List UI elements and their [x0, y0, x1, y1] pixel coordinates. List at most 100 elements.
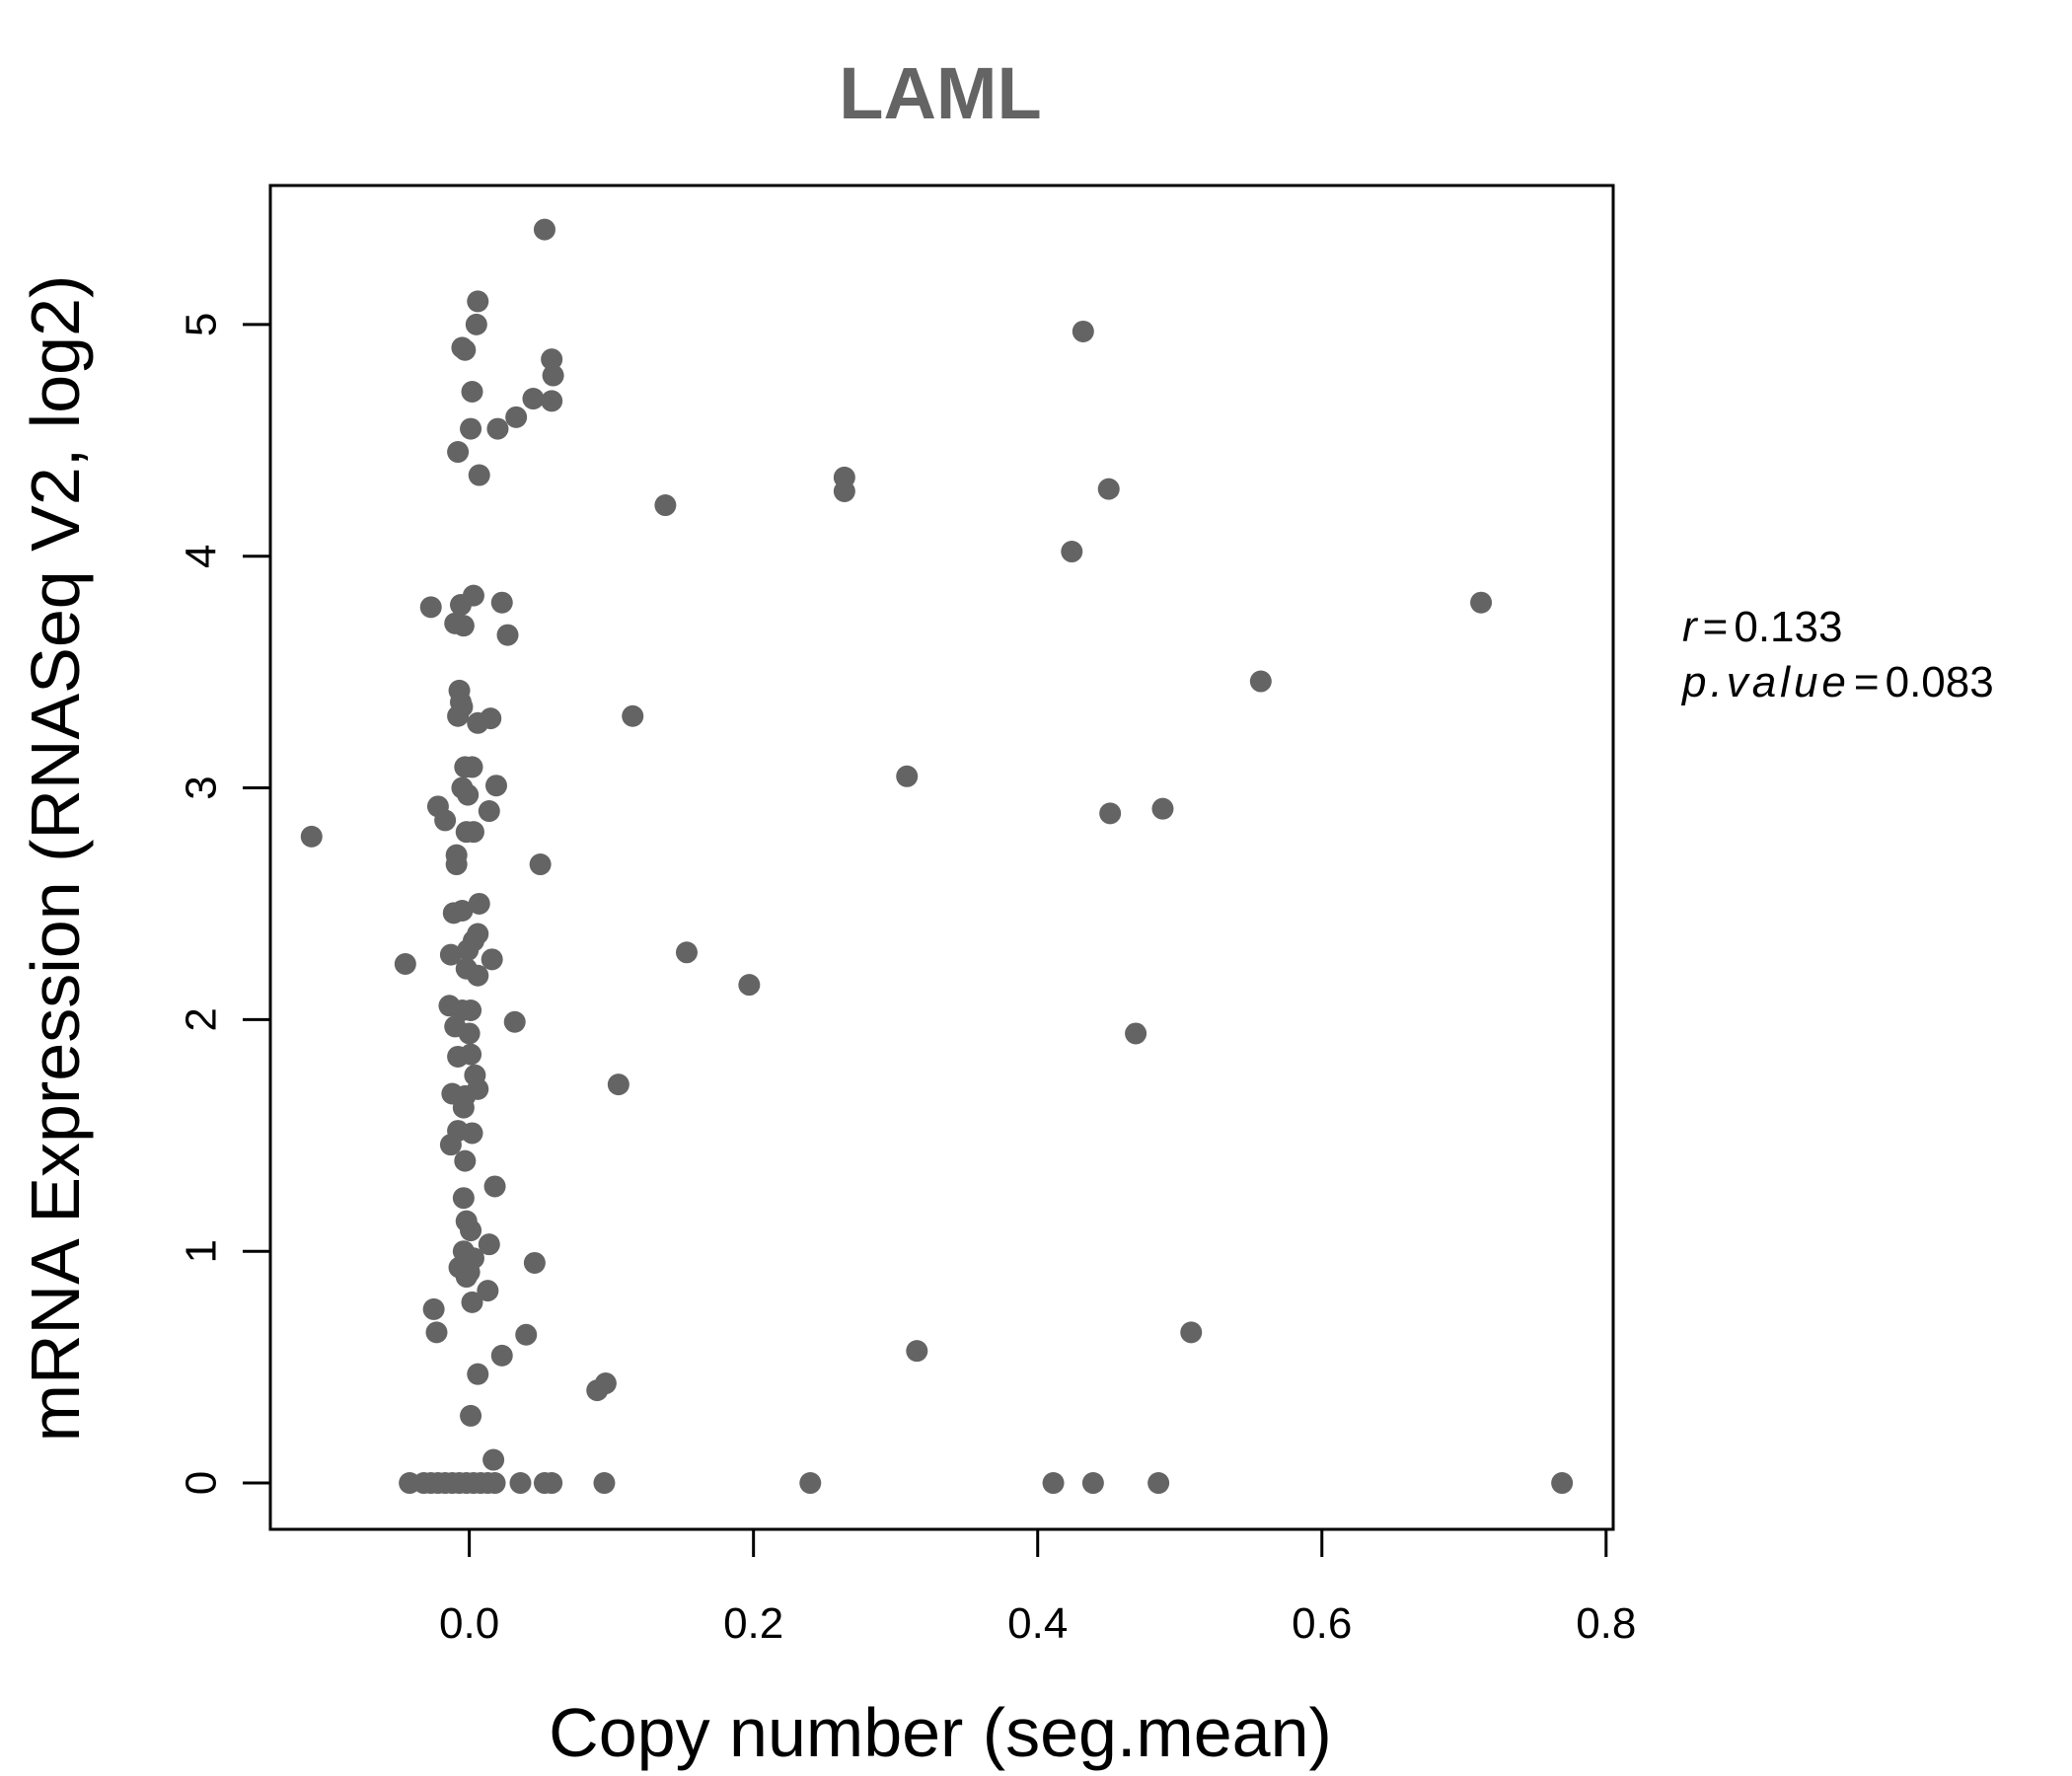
r-symbol: r — [1682, 603, 1699, 651]
data-point — [461, 1291, 483, 1313]
data-point — [654, 494, 677, 517]
data-point — [460, 1404, 482, 1427]
data-point — [458, 1022, 481, 1045]
data-point — [449, 594, 472, 617]
data-point — [1097, 478, 1120, 500]
data-point — [457, 938, 480, 961]
data-point — [1180, 1321, 1203, 1344]
p-statistic: p.value= 0.083 — [1680, 658, 1994, 706]
data-point — [586, 1379, 609, 1402]
data-point — [481, 948, 503, 971]
data-point — [442, 902, 465, 925]
y-tick-label: 1 — [178, 1239, 226, 1263]
data-point — [503, 1010, 526, 1033]
x-tick-label: 0.4 — [1007, 1599, 1068, 1648]
x-tick-label: 0.8 — [1576, 1599, 1636, 1648]
data-point — [607, 1073, 629, 1096]
data-point — [468, 464, 490, 486]
data-point — [439, 943, 462, 966]
data-point — [529, 853, 552, 876]
data-point — [1125, 1022, 1147, 1045]
data-point — [896, 765, 919, 787]
data-point — [467, 1363, 489, 1385]
data-point — [505, 406, 528, 428]
data-point — [434, 809, 457, 832]
chart-title: LAML — [839, 52, 1042, 134]
data-point — [422, 1297, 445, 1320]
p-symbol: p.value — [1680, 658, 1850, 706]
data-point — [541, 1472, 563, 1495]
data-point — [465, 313, 487, 335]
data-point — [460, 1220, 482, 1242]
y-tick-label: 2 — [178, 1007, 226, 1031]
data-point — [447, 704, 470, 727]
data-point — [477, 1280, 499, 1302]
data-point — [1151, 797, 1174, 820]
data-point — [509, 1472, 532, 1495]
data-point — [1072, 320, 1094, 342]
data-point — [533, 218, 555, 241]
data-point — [454, 1149, 477, 1172]
data-point — [622, 704, 644, 727]
data-point — [738, 974, 761, 997]
x-axis-title: Copy number (seg.mean) — [549, 1694, 1332, 1771]
data-point — [467, 711, 489, 734]
x-tick-label: 0.0 — [439, 1599, 499, 1648]
x-tick-label: 0.2 — [723, 1599, 783, 1648]
x-axis: 0.0 0.2 0.4 0.6 0.8 — [439, 1527, 1636, 1648]
data-point — [300, 825, 323, 848]
r-statistic: r = 0.133 — [1682, 603, 1842, 651]
data-point — [482, 1448, 505, 1471]
p-value: 0.083 — [1886, 658, 1994, 706]
data-point — [478, 1233, 500, 1256]
data-point — [799, 1472, 822, 1495]
data-point — [452, 1096, 475, 1119]
correlation-annotation: r = 0.133 p.value= 0.083 — [1680, 603, 1994, 706]
data-point — [461, 380, 483, 403]
data-point — [419, 596, 442, 619]
data-point — [1081, 1472, 1104, 1495]
data-point — [447, 441, 470, 464]
data-point — [1249, 670, 1272, 693]
data-point — [483, 1175, 506, 1198]
data-point — [490, 1344, 513, 1367]
y-axis-title: mRNA Expression (RNASeq V2, log2) — [17, 275, 94, 1443]
p-equals: = — [1854, 658, 1880, 706]
data-point — [483, 1472, 506, 1495]
data-point — [462, 821, 484, 844]
data-point — [523, 1251, 546, 1274]
data-point — [468, 892, 490, 915]
data-point — [455, 957, 478, 980]
data-point — [541, 348, 563, 371]
data-point — [452, 615, 475, 637]
data-point — [445, 853, 468, 876]
data-point — [1042, 1472, 1065, 1495]
data-point — [1470, 591, 1493, 614]
data-point — [461, 1122, 483, 1145]
y-tick-label: 0 — [178, 1471, 226, 1495]
y-tick-label: 5 — [178, 313, 226, 336]
data-point — [833, 480, 855, 502]
data-point — [675, 941, 698, 964]
data-point — [515, 1323, 538, 1346]
x-tick-label: 0.6 — [1292, 1599, 1352, 1648]
data-point — [461, 756, 483, 778]
data-point — [490, 591, 513, 614]
data-point — [593, 1472, 616, 1495]
data-point — [455, 1266, 478, 1289]
data-point — [906, 1340, 928, 1363]
data-point — [1099, 802, 1122, 825]
y-axis: 0 1 2 3 4 5 — [178, 313, 272, 1495]
data-point — [457, 783, 480, 806]
data-point — [522, 388, 545, 410]
y-tick-label: 4 — [178, 544, 226, 567]
data-point — [541, 390, 563, 412]
r-equals: = — [1703, 603, 1729, 651]
data-point — [439, 1134, 462, 1156]
data-point — [1551, 1472, 1574, 1495]
data-point — [452, 1187, 475, 1210]
r-value: 0.133 — [1734, 603, 1842, 651]
data-point — [467, 290, 489, 313]
data-point — [394, 953, 416, 976]
